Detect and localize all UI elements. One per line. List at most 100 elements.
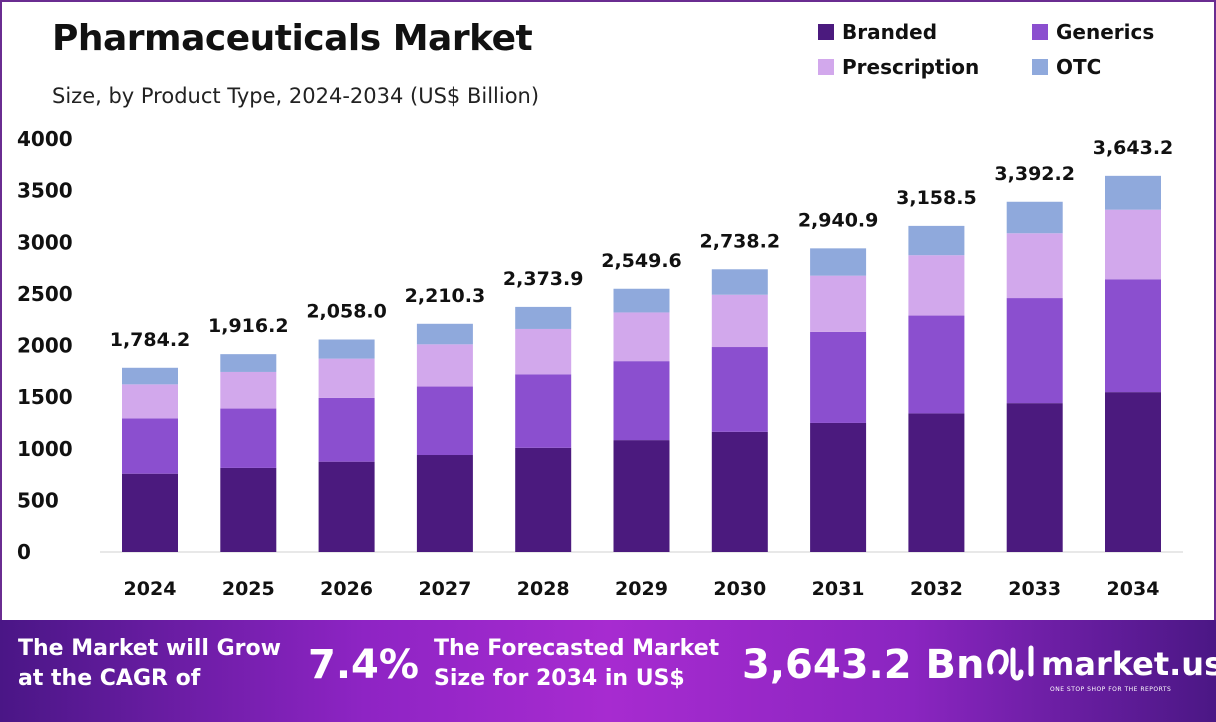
y-tick-label: 1000: [17, 437, 73, 461]
stacked-bar-chart: 0 500 1000 1500 2000 2500 3000 3500 4000 1,784.2 2…: [17, 127, 1183, 600]
x-tick-label: 2032: [910, 578, 963, 600]
bar-segment-prescription: [908, 255, 965, 316]
brand-name: market.us: [1041, 645, 1216, 683]
bar-segment-generics: [613, 361, 670, 441]
bar-segment-branded: [220, 467, 277, 552]
forecast-value: 3,643.2 Bn: [742, 642, 985, 688]
legend-swatch: [818, 24, 834, 40]
legend-item-otc: OTC: [1032, 55, 1101, 79]
bar-segment-otc: [908, 225, 965, 256]
cagr-caption-line: The Market will Grow: [18, 636, 281, 661]
legend-label: OTC: [1056, 55, 1102, 79]
bar-segment-branded: [318, 461, 375, 552]
legend-label: Branded: [842, 20, 938, 44]
total-data-label: 3,158.5: [896, 187, 977, 209]
legend-label: Generics: [1056, 20, 1155, 44]
x-tick-label: 2030: [713, 578, 766, 600]
bar-segment-otc: [810, 248, 867, 276]
y-tick-label: 3500: [17, 179, 73, 203]
bar-segment-generics: [1006, 298, 1063, 404]
total-data-label: 2,549.6: [601, 250, 682, 272]
y-tick-label: 3000: [17, 230, 73, 254]
bar-segment-prescription: [220, 371, 277, 409]
x-tick-label: 2026: [320, 578, 373, 600]
bar-segment-otc: [416, 323, 473, 345]
bar-segment-prescription: [711, 294, 768, 348]
bar-segment-prescription: [515, 328, 572, 375]
logo-icon: [987, 645, 1034, 681]
cagr-caption-line: at the CAGR of: [18, 666, 201, 691]
bar-segment-branded: [416, 455, 473, 552]
bar-segment-branded: [711, 431, 768, 552]
total-data-label: 3,643.2: [1093, 137, 1174, 159]
bar-segment-otc: [613, 288, 670, 313]
bar-segment-otc: [318, 339, 375, 359]
forecast-caption: The Forecasted Market Size for 2034 in US…: [434, 634, 719, 694]
bar-segment-prescription: [318, 358, 375, 398]
y-tick-label: 500: [17, 488, 59, 512]
total-data-label: 3,392.2: [994, 163, 1075, 185]
bar-segment-prescription: [1105, 209, 1161, 280]
total-data-label: 1,916.2: [208, 315, 289, 337]
x-tick-label: 2031: [812, 578, 865, 600]
total-data-label: 2,373.9: [503, 268, 584, 290]
bar-segment-generics: [711, 347, 768, 432]
x-tick-label: 2025: [222, 578, 275, 600]
x-tick-label: 2029: [615, 578, 668, 600]
total-data-label: 2,210.3: [405, 285, 486, 307]
legend-item-prescription: Prescription: [818, 55, 979, 79]
legend-swatch: [818, 59, 834, 75]
bar-segment-generics: [1105, 279, 1161, 393]
bar-segment-generics: [416, 386, 473, 456]
bar-segment-generics: [515, 374, 572, 448]
y-tick-label: 1500: [17, 385, 73, 409]
y-tick-label: 0: [17, 540, 31, 564]
legend-item-generics: Generics: [1032, 20, 1154, 44]
bar-segment-branded: [1105, 392, 1161, 552]
bar-segment-branded: [613, 440, 670, 552]
brand-logo: market.us: [985, 642, 1216, 686]
bar-segment-branded: [1006, 403, 1063, 552]
bar-segment-prescription: [810, 275, 867, 332]
y-tick-label: 2500: [17, 282, 73, 306]
bar-segment-otc: [515, 306, 572, 329]
forecast-caption-line: The Forecasted Market: [434, 636, 720, 661]
brand-tagline: ONE STOP SHOP FOR THE REPORTS: [1050, 686, 1172, 693]
x-tick-label: 2033: [1008, 578, 1061, 600]
footer-banner: The Market will Grow at the CAGR of 7.4% …: [0, 620, 1216, 722]
bar-segment-generics: [220, 408, 277, 468]
bar-segment-branded: [908, 413, 965, 552]
bar-segment-otc: [220, 354, 277, 372]
total-data-label: 1,784.2: [110, 329, 191, 351]
cagr-caption: The Market will Grow at the CAGR of: [18, 634, 281, 694]
bar-segment-generics: [908, 315, 965, 414]
legend-label: Prescription: [842, 55, 980, 79]
bar-segment-otc: [1006, 201, 1063, 234]
y-tick-label: 2000: [17, 334, 73, 358]
bar-segment-branded: [122, 473, 178, 552]
x-tick-label: 2027: [418, 578, 471, 600]
total-data-label: 2,738.2: [700, 230, 781, 252]
chart-subtitle: Size, by Product Type, 2024-2034 (US$ Bi…: [52, 84, 540, 108]
bar-segment-prescription: [122, 384, 178, 419]
bar-segment-generics: [318, 397, 375, 462]
legend-item-branded: Branded: [818, 20, 937, 44]
legend-swatch: [1032, 59, 1048, 75]
bar-segment-otc: [122, 367, 178, 385]
bar-segment-generics: [122, 418, 178, 474]
bar-segment-branded: [515, 447, 572, 552]
x-tick-label: 2024: [124, 578, 177, 600]
chart-title: Pharmaceuticals Market: [52, 18, 533, 59]
bar-segment-otc: [711, 269, 768, 295]
y-tick-label: 4000: [17, 127, 73, 151]
bar-segment-prescription: [416, 344, 473, 387]
bar-segment-branded: [810, 422, 867, 552]
bar-segment-prescription: [1006, 233, 1063, 299]
x-tick-label: 2034: [1107, 578, 1160, 600]
legend-swatch: [1032, 24, 1048, 40]
total-data-label: 2,940.9: [798, 209, 879, 231]
cagr-value: 7.4%: [308, 642, 419, 688]
x-tick-label: 2028: [517, 578, 570, 600]
total-data-label: 2,058.0: [306, 301, 387, 323]
